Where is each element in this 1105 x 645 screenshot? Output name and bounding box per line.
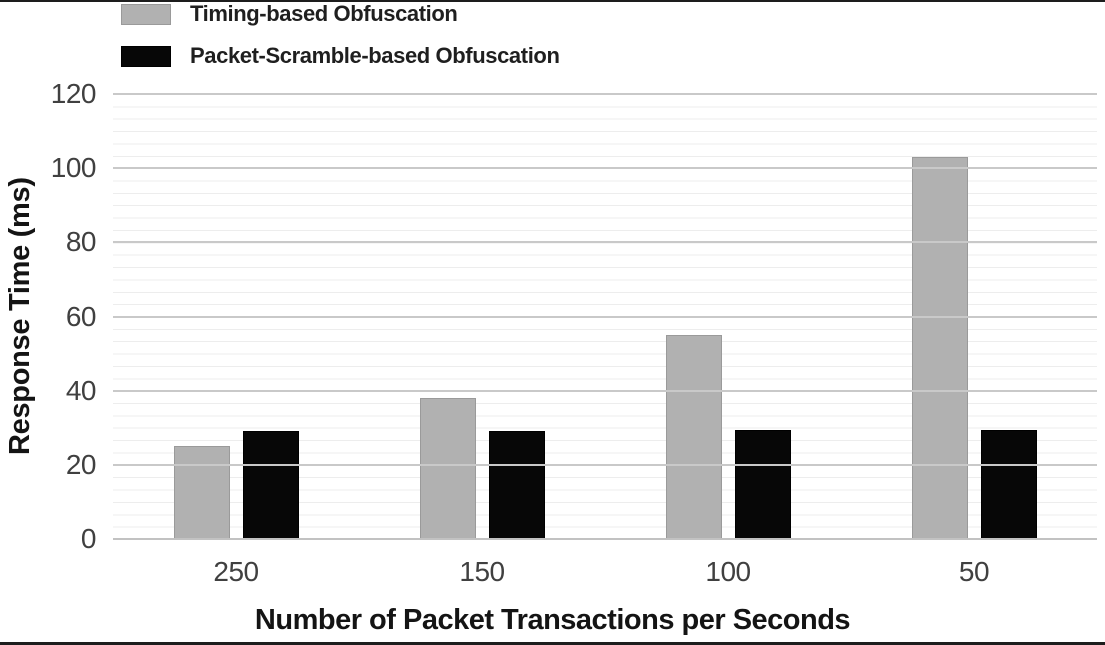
major-gridline xyxy=(113,463,1097,466)
major-gridline xyxy=(113,93,1097,95)
bar-group-50 xyxy=(851,94,1097,539)
bar-groups xyxy=(113,94,1097,539)
x-tick-label-50: 50 xyxy=(958,556,990,587)
bar-packet-scramble-100 xyxy=(734,430,791,539)
bar-packet-scramble-150 xyxy=(488,431,545,539)
bar-packet-scramble-50 xyxy=(980,430,1037,539)
major-gridline xyxy=(113,167,1097,170)
major-gridline xyxy=(113,389,1097,392)
figure-top-rule xyxy=(0,0,1105,2)
bar-timing-250 xyxy=(173,446,230,539)
bar-timing-100 xyxy=(665,335,722,539)
x-axis-title: Number of Packet Transactions per Second… xyxy=(254,604,851,636)
y-tick-label-120: 120 xyxy=(50,78,97,109)
bar-group-250 xyxy=(113,94,359,539)
y-tick-label-0: 0 xyxy=(80,523,97,554)
bar-packet-scramble-250 xyxy=(242,431,299,539)
x-tick-label-250: 250 xyxy=(213,556,259,587)
y-tick-label-20: 20 xyxy=(65,449,97,480)
legend-swatch-icon xyxy=(121,3,171,25)
x-axis-baseline xyxy=(113,538,1097,540)
y-tick-label-60: 60 xyxy=(65,301,97,332)
x-tick-label-100: 100 xyxy=(705,556,751,587)
legend-label: Timing-based Obfuscation xyxy=(190,1,458,26)
bar-timing-50 xyxy=(911,157,968,539)
bar-group-150 xyxy=(359,94,605,539)
major-gridline xyxy=(113,315,1097,318)
y-tick-label-40: 40 xyxy=(65,375,97,406)
plot-area xyxy=(113,93,1097,540)
legend-label: Packet-Scramble-based Obfuscation xyxy=(190,43,560,68)
bar-group-100 xyxy=(605,94,851,539)
y-tick-label-80: 80 xyxy=(65,226,97,257)
legend-item-timing: Timing-based Obfuscation xyxy=(121,1,458,27)
major-gridline xyxy=(113,241,1097,244)
figure-bottom-rule xyxy=(0,642,1105,645)
y-tick-label-100: 100 xyxy=(50,152,97,183)
y-axis-tick-labels: 0 20 40 60 80 100 120 xyxy=(0,80,97,553)
legend-swatch-icon xyxy=(121,45,171,67)
bar-timing-150 xyxy=(419,398,476,539)
legend-item-packet-scramble: Packet-Scramble-based Obfuscation xyxy=(121,43,560,69)
x-axis-tick-labels: 250 150 100 50 xyxy=(113,558,1097,586)
x-tick-label-150: 150 xyxy=(459,556,505,587)
